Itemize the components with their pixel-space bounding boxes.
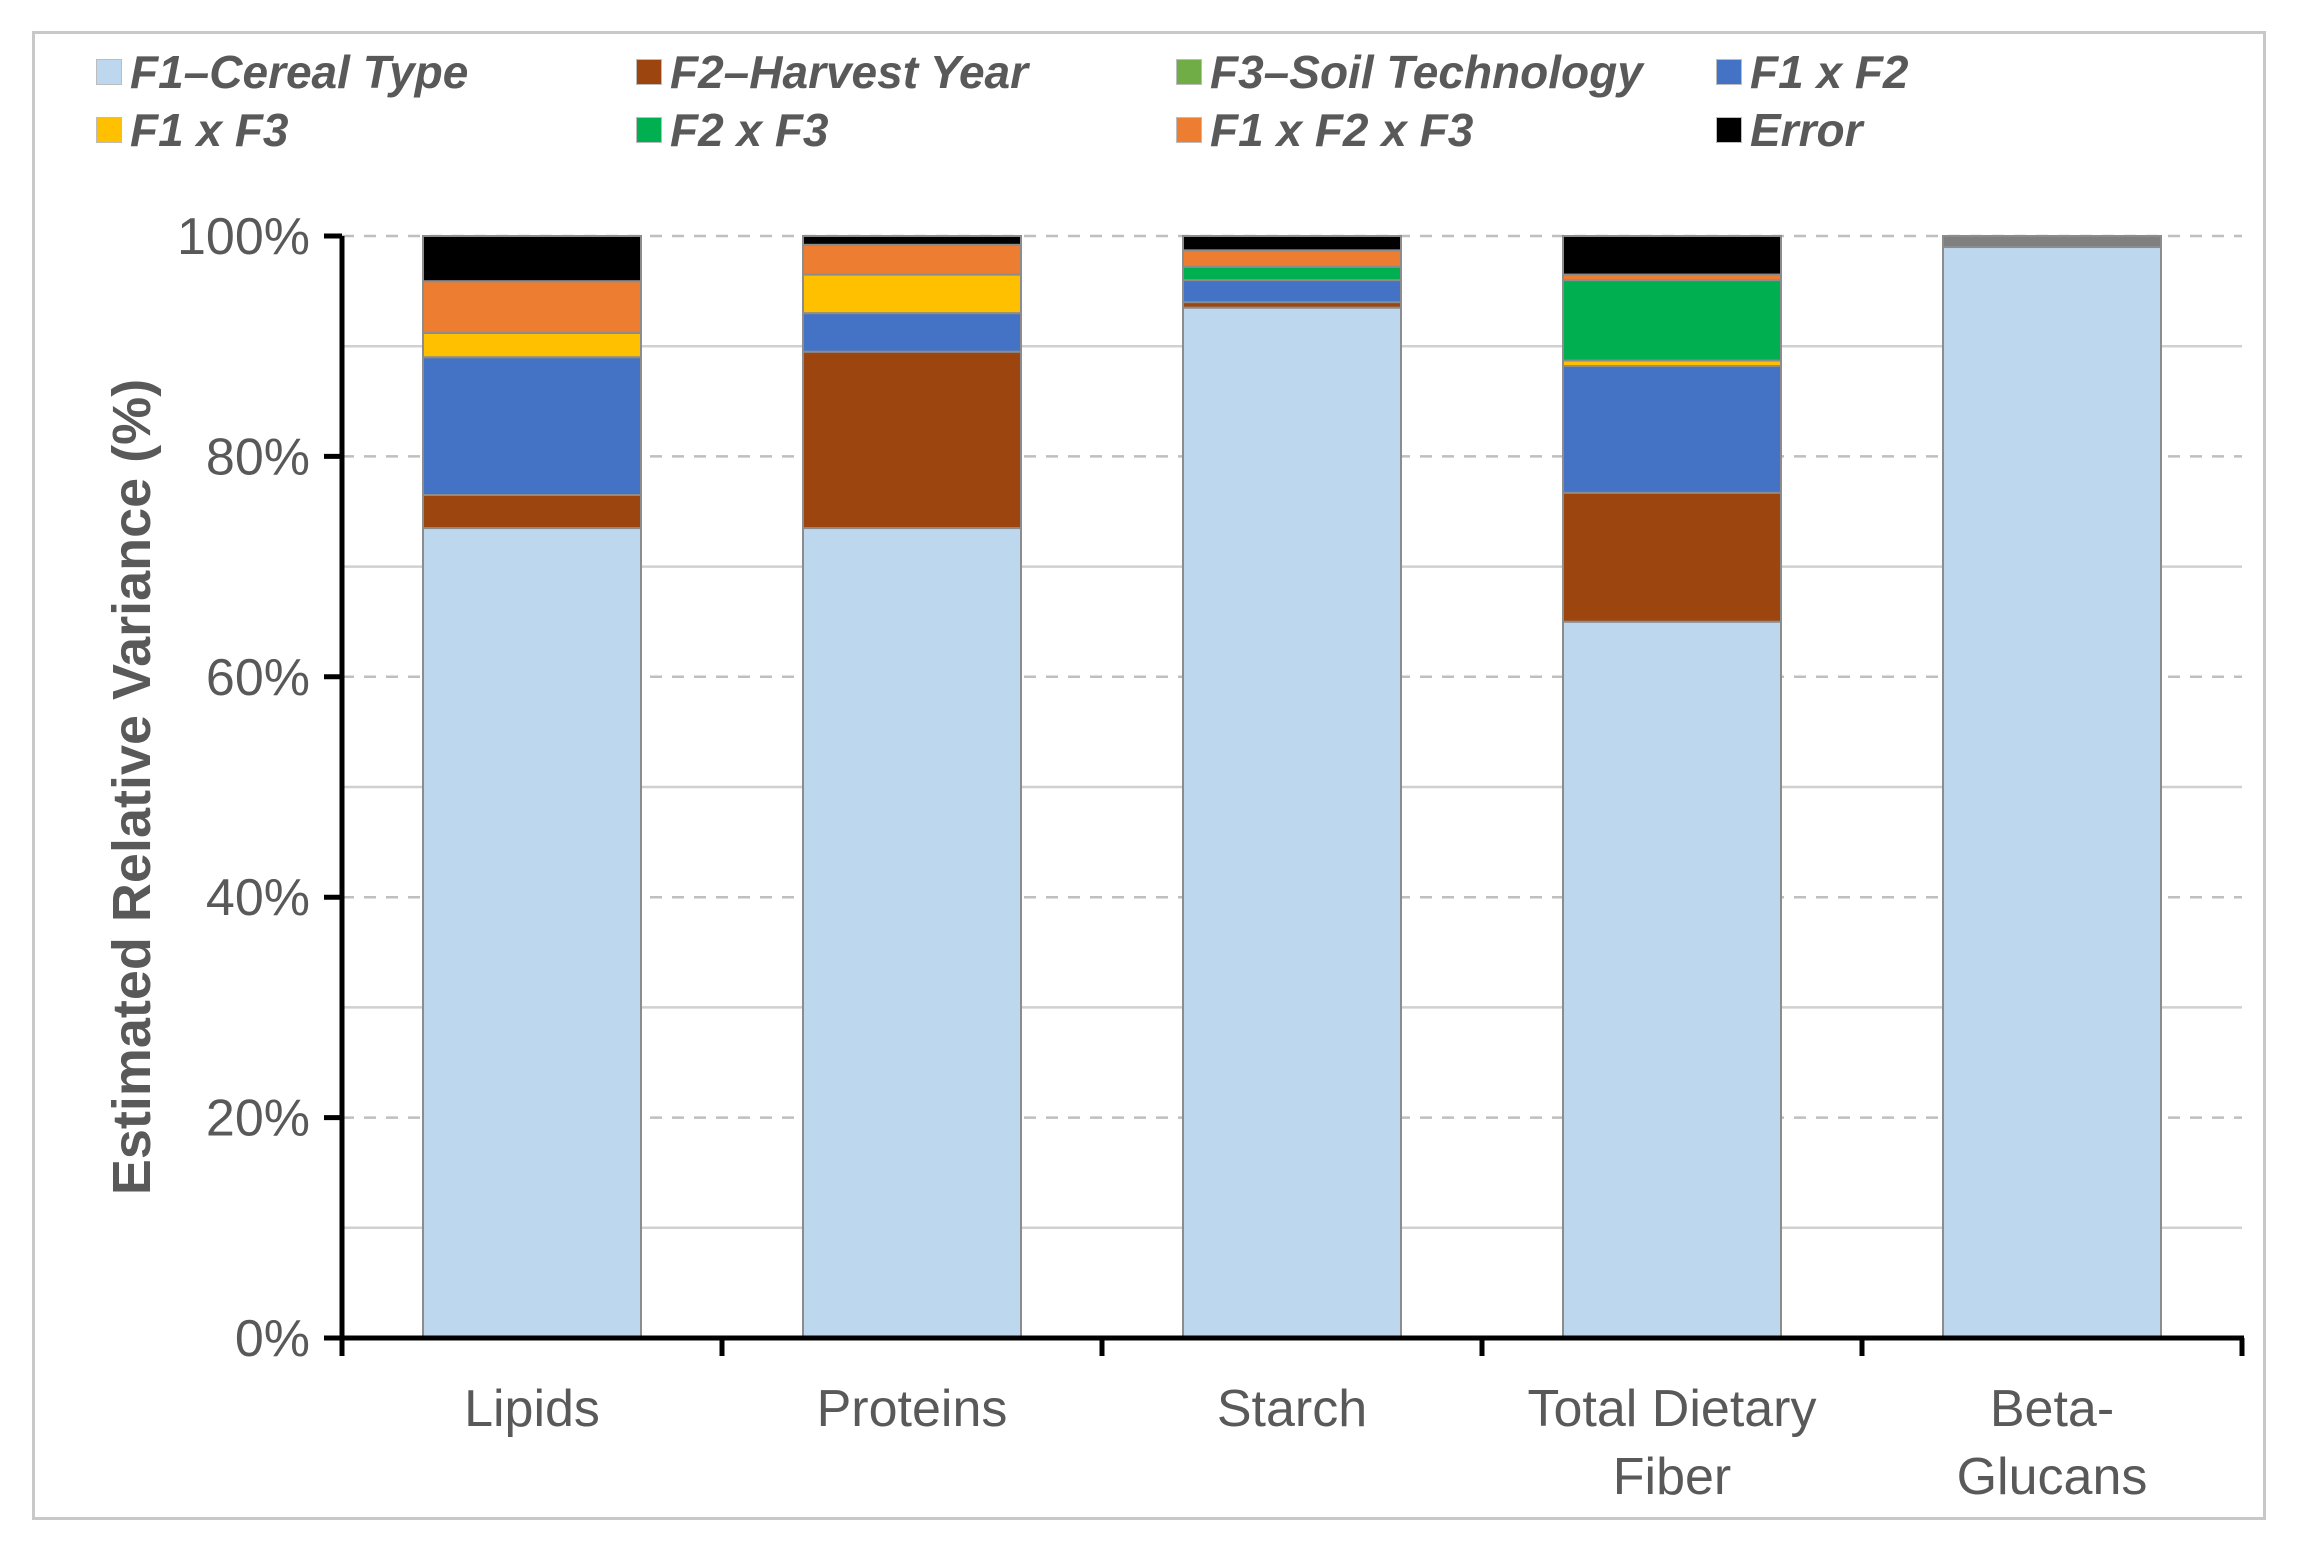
legend-swatch bbox=[96, 117, 122, 143]
legend-label: F1 x F3 bbox=[130, 104, 289, 156]
legend-swatch bbox=[636, 117, 662, 143]
y-tick-label: 20% bbox=[206, 1090, 310, 1148]
x-category-label: Lipids bbox=[464, 1380, 600, 1438]
y-tick-label: 0% bbox=[235, 1310, 310, 1368]
legend-item: F1 x F3 bbox=[96, 102, 289, 158]
x-category-label: Glucans bbox=[1957, 1448, 2148, 1506]
legend-label: F1–Cereal Type bbox=[130, 46, 469, 98]
bar-segment bbox=[1562, 365, 1782, 494]
bar-segment bbox=[1182, 279, 1402, 304]
x-category-label: Beta- bbox=[1990, 1380, 2114, 1438]
legend-swatch bbox=[96, 59, 122, 85]
x-category-label: Proteins bbox=[817, 1380, 1008, 1438]
bar-segment bbox=[1942, 246, 2162, 1339]
bar-segment bbox=[1182, 306, 1402, 1339]
bar-segment bbox=[1562, 279, 1782, 362]
bar-segment bbox=[1562, 491, 1782, 623]
bar-segment bbox=[422, 235, 642, 283]
legend-item: F3–Soil Technology bbox=[1176, 44, 1643, 100]
legend: F1–Cereal Type F2–Harvest Year F3–Soil Tec… bbox=[96, 44, 2096, 164]
y-tick-label: 80% bbox=[206, 428, 310, 486]
x-category-label: Fiber bbox=[1613, 1448, 1731, 1506]
bar-segment bbox=[1562, 235, 1782, 276]
legend-label: F2 x F3 bbox=[670, 104, 829, 156]
legend-swatch bbox=[1176, 59, 1202, 85]
bar-segment bbox=[422, 527, 642, 1339]
bar-segment bbox=[802, 273, 1022, 315]
bar-segment bbox=[802, 350, 1022, 530]
bar-segment bbox=[1942, 235, 2162, 249]
legend-label: Error bbox=[1750, 104, 1863, 156]
legend-swatch bbox=[1176, 117, 1202, 143]
legend-item: F1–Cereal Type bbox=[96, 44, 468, 100]
bar-segment bbox=[802, 527, 1022, 1339]
legend-label: F2–Harvest Year bbox=[670, 46, 1029, 98]
y-axis-title: Estimated Relative Variance (%) bbox=[102, 379, 162, 1195]
legend-swatch bbox=[1716, 117, 1742, 143]
x-category-label: Starch bbox=[1217, 1380, 1367, 1438]
bar-segment bbox=[422, 356, 642, 496]
bar-segment bbox=[422, 493, 642, 530]
bar-segment bbox=[422, 331, 642, 359]
bar-segment bbox=[802, 312, 1022, 353]
legend-swatch bbox=[1716, 59, 1742, 85]
legend-item: F1 x F2 x F3 bbox=[1176, 102, 1473, 158]
chart-frame bbox=[32, 31, 2266, 1520]
y-tick-label: 100% bbox=[177, 208, 310, 266]
legend-item: Error bbox=[1716, 102, 1862, 158]
legend-label: F1 x F2 bbox=[1750, 46, 1909, 98]
legend-item: F2 x F3 bbox=[636, 102, 829, 158]
legend-label: F3–Soil Technology bbox=[1210, 46, 1643, 98]
y-tick-label: 40% bbox=[206, 869, 310, 927]
bar-segment bbox=[422, 280, 642, 334]
legend-label: F1 x F2 x F3 bbox=[1210, 104, 1474, 156]
x-category-label: Total Dietary bbox=[1528, 1380, 1817, 1438]
bar-segment bbox=[1562, 620, 1782, 1339]
y-tick-label: 60% bbox=[206, 649, 310, 707]
bar-segment bbox=[1182, 249, 1402, 268]
bar-segment bbox=[802, 243, 1022, 276]
bar-segment bbox=[802, 235, 1022, 246]
legend-item: F1 x F2 bbox=[1716, 44, 1909, 100]
legend-swatch bbox=[636, 59, 662, 85]
legend-item: F2–Harvest Year bbox=[636, 44, 1028, 100]
bar-segment bbox=[1182, 235, 1402, 252]
bar-segment bbox=[1182, 265, 1402, 282]
